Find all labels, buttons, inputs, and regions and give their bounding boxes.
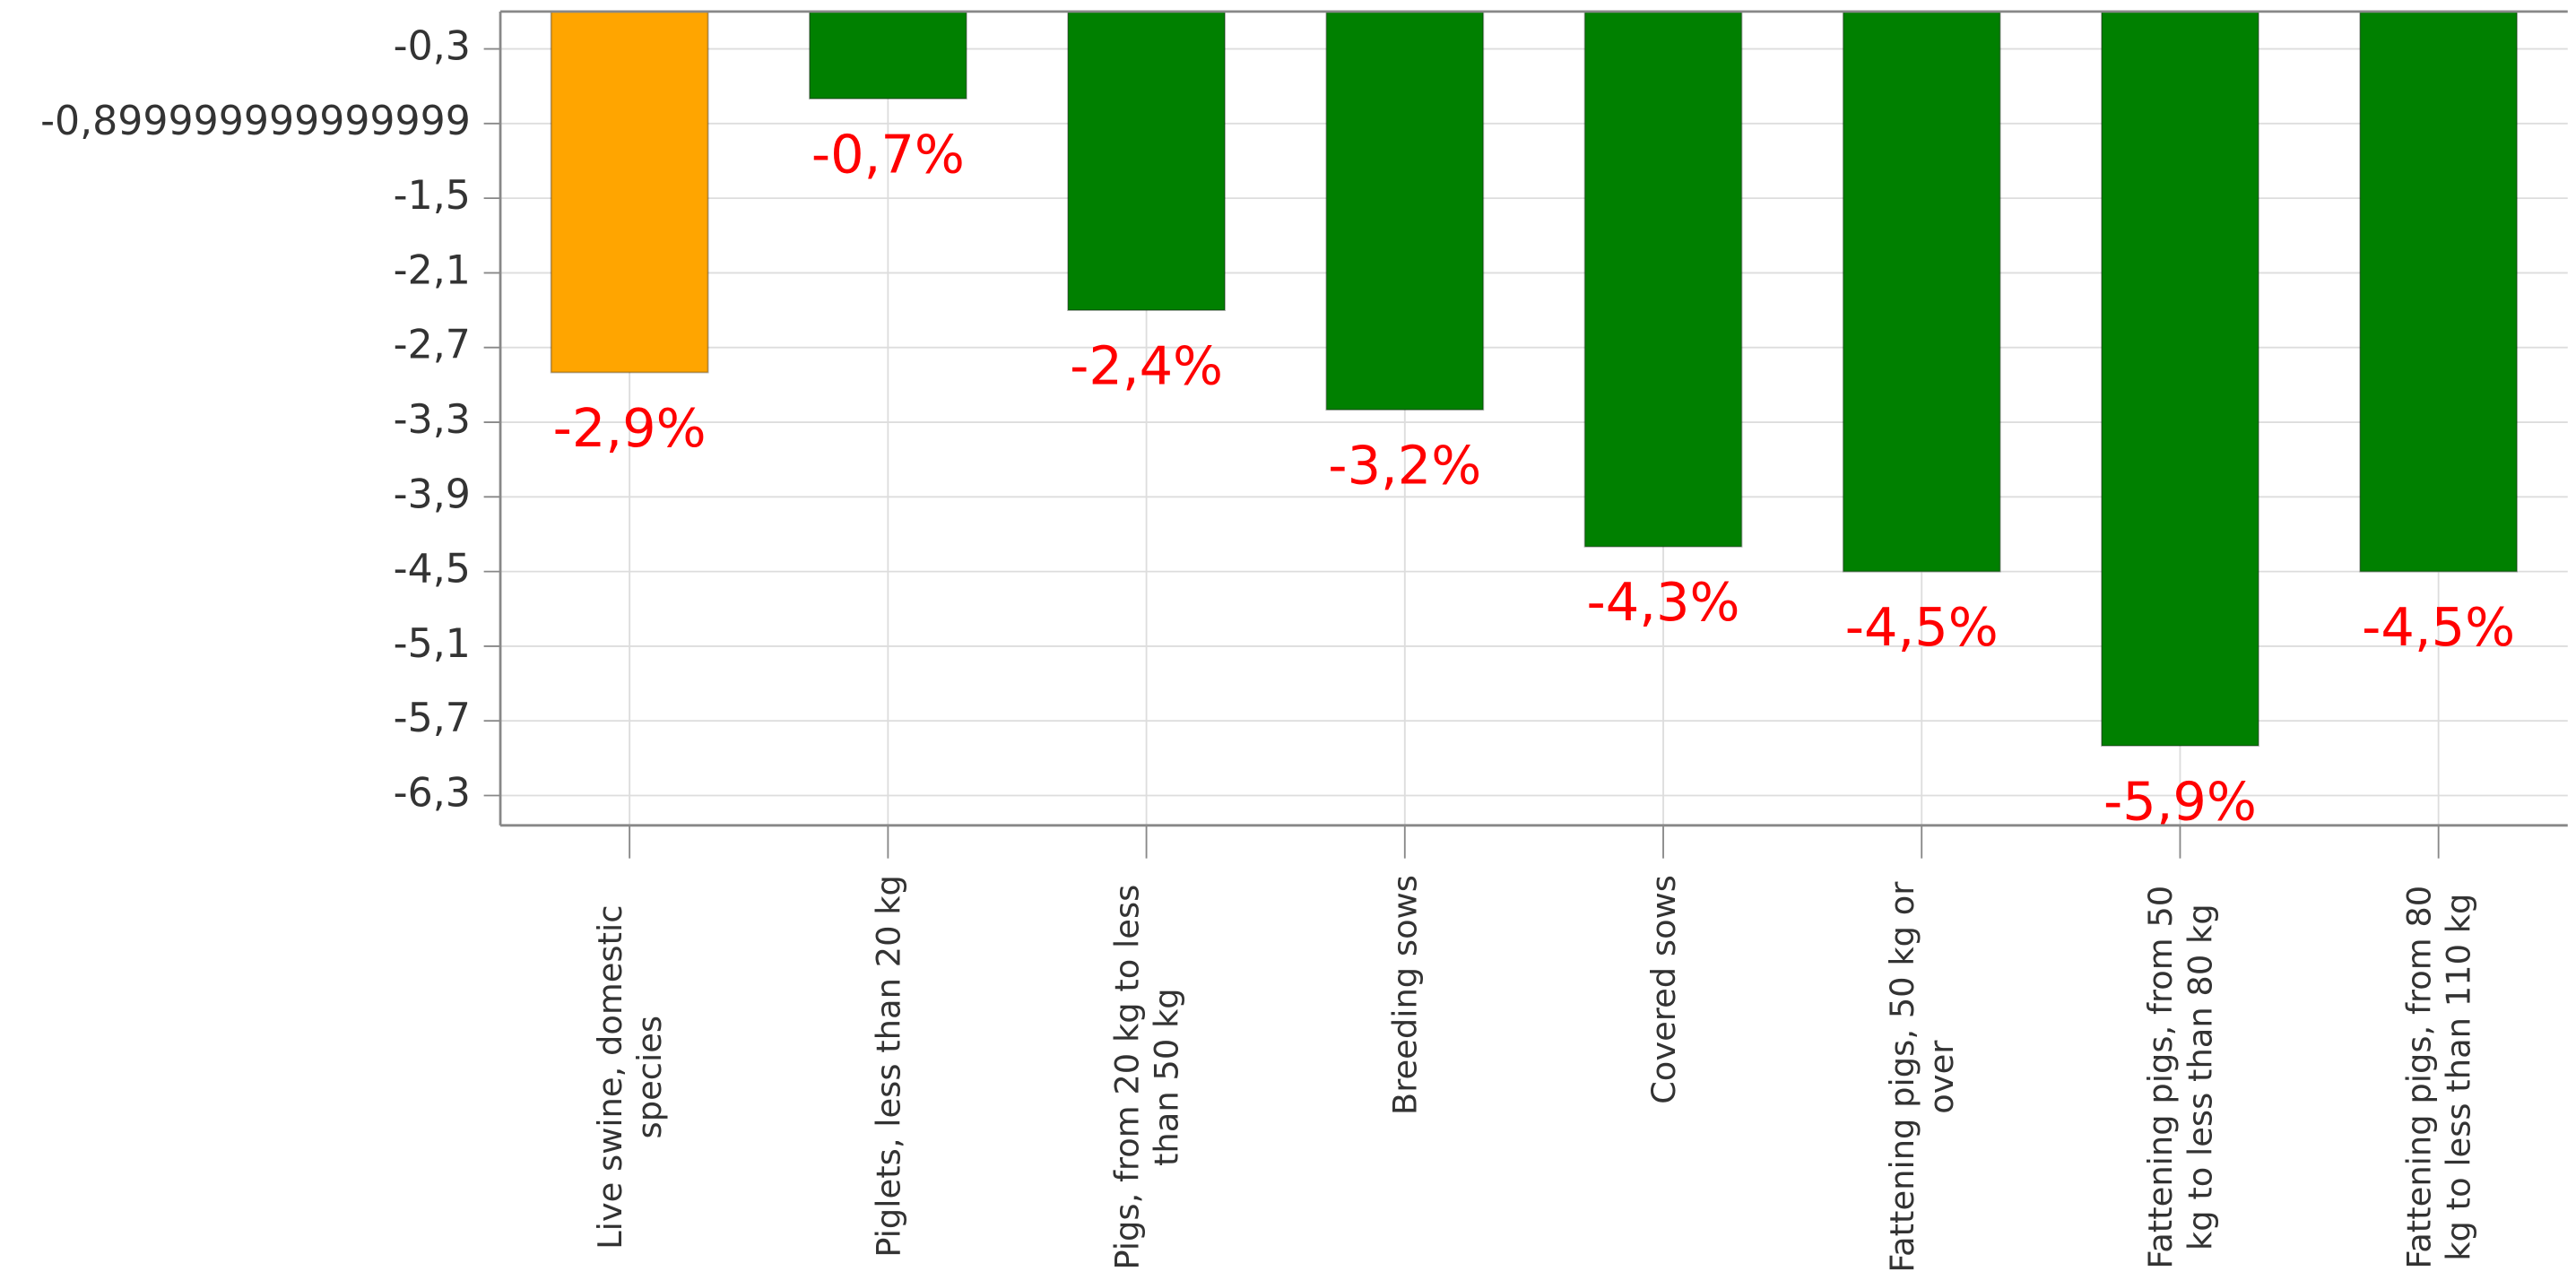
data-label: -4,3% bbox=[1587, 571, 1740, 633]
x-tick-label-box: Covered sows bbox=[1606, 875, 1722, 1279]
x-tick-label-wrap: Live swine, domestic species bbox=[572, 875, 688, 1279]
x-tick-label: Piglets, less than 20 kg bbox=[868, 875, 908, 1258]
x-tick-label: Pigs, from 20 kg to less than 50 kg bbox=[1106, 884, 1186, 1270]
bar bbox=[1325, 10, 1485, 411]
x-tick-label: Covered sows bbox=[1643, 875, 1684, 1104]
y-tick-label: -1,5 bbox=[394, 173, 471, 219]
y-tick-label: -2,1 bbox=[394, 247, 471, 293]
bar bbox=[550, 10, 709, 374]
y-tick-label: -5,1 bbox=[394, 621, 471, 667]
x-tick-label-box: Live swine, domestic species bbox=[572, 875, 688, 1279]
x-tick-label-wrap: Breeding sows bbox=[1347, 875, 1462, 1279]
y-tick-label: -0,3 bbox=[394, 24, 471, 70]
bar bbox=[1842, 10, 2001, 573]
bar bbox=[2101, 10, 2259, 747]
bar bbox=[2359, 10, 2519, 573]
data-label: -5,9% bbox=[2103, 770, 2257, 832]
y-tick-label: -4,5 bbox=[394, 547, 471, 592]
x-tick-label-wrap: Fattening pigs, 50 kg or over bbox=[1864, 875, 1980, 1279]
x-tick-label: Breeding sows bbox=[1384, 875, 1425, 1116]
y-tick-label: -3,3 bbox=[394, 397, 471, 443]
y-tick-label: -2,7 bbox=[394, 323, 471, 368]
y-tick-label: -6,3 bbox=[394, 770, 471, 816]
y-tick-label: -5,7 bbox=[394, 696, 471, 741]
y-tick-label: -3,9 bbox=[394, 471, 471, 517]
x-tick-label-box: Piglets, less than 20 kg bbox=[830, 875, 946, 1279]
x-tick-label-box: Fattening pigs, from 50 kg to less than … bbox=[2122, 875, 2238, 1279]
y-tick-label: -0,899999999999999 bbox=[40, 99, 471, 144]
data-label: -0,7% bbox=[811, 123, 965, 185]
data-label: -2,9% bbox=[553, 397, 707, 459]
x-tick-label-box: Breeding sows bbox=[1347, 875, 1462, 1279]
data-label: -4,5% bbox=[1845, 596, 1999, 658]
x-tick-label-wrap: Covered sows bbox=[1606, 875, 1722, 1279]
bar bbox=[1067, 10, 1226, 311]
x-tick-label-wrap: Piglets, less than 20 kg bbox=[830, 875, 946, 1279]
bar bbox=[1583, 10, 1743, 548]
bar bbox=[808, 10, 967, 99]
x-tick-label-box: Fattening pigs, from 80 kg to less than … bbox=[2381, 875, 2496, 1279]
x-tick-label: Fattening pigs, from 80 kg to less than … bbox=[2398, 885, 2478, 1269]
x-tick-label-wrap: Fattening pigs, from 80 kg to less than … bbox=[2381, 875, 2496, 1279]
x-tick-label-wrap: Pigs, from 20 kg to less than 50 kg bbox=[1089, 875, 1204, 1279]
data-label: -3,2% bbox=[1328, 435, 1481, 497]
data-label: -4,5% bbox=[2362, 596, 2515, 658]
x-tick-label-box: Fattening pigs, 50 kg or over bbox=[1864, 875, 1980, 1279]
x-tick-label-box: Pigs, from 20 kg to less than 50 kg bbox=[1089, 875, 1204, 1279]
data-label: -2,4% bbox=[1070, 334, 1223, 396]
x-tick-label: Fattening pigs, 50 kg or over bbox=[1882, 881, 1962, 1273]
x-tick-label-wrap: Fattening pigs, from 50 kg to less than … bbox=[2122, 875, 2238, 1279]
x-tick-label: Fattening pigs, from 50 kg to less than … bbox=[2140, 885, 2220, 1269]
x-tick-label: Live swine, domestic species bbox=[589, 904, 670, 1250]
